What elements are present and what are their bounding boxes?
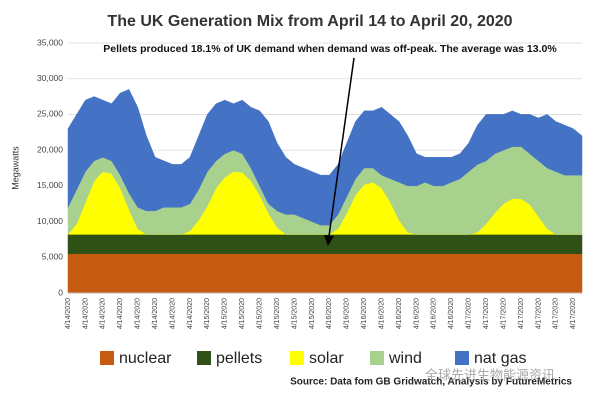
x-tick-label: 4/16/2020	[413, 298, 420, 329]
x-tick-label: 4/14/2020	[117, 298, 124, 329]
x-tick-label: 4/14/2020	[135, 298, 142, 329]
x-tick-label: 4/17/2020	[570, 298, 577, 329]
x-tick-label: 4/15/2020	[309, 298, 316, 329]
legend-swatch	[197, 351, 211, 365]
annotation-arrow	[328, 57, 355, 237]
y-tick-label: 5,000	[42, 252, 64, 262]
x-tick-label: 4/16/2020	[396, 298, 403, 329]
y-tick-label: 15,000	[37, 180, 63, 190]
x-tick-label: 4/16/2020	[378, 298, 385, 329]
legend-label: pellets	[216, 350, 262, 367]
x-tick-label: 4/15/2020	[204, 298, 211, 329]
legend-swatch	[290, 351, 304, 365]
x-tick-label: 4/16/2020	[431, 298, 438, 329]
legend-label: nat gas	[474, 350, 526, 367]
legend-label: nuclear	[119, 350, 172, 367]
area	[67, 89, 583, 226]
legend-swatch	[100, 351, 114, 365]
x-tick-label: 4/17/2020	[483, 298, 490, 329]
x-tick-label: 4/16/2020	[326, 298, 333, 329]
y-tick-label: 25,000	[37, 109, 63, 119]
y-tick-label: 35,000	[37, 37, 63, 47]
x-tick-label: 4/16/2020	[448, 298, 455, 329]
x-tick-label: 4/14/2020	[65, 298, 72, 329]
x-tick-label: 4/15/2020	[222, 298, 229, 329]
x-tick-label: 4/15/2020	[257, 298, 264, 329]
x-tick-label: 4/17/2020	[535, 298, 542, 329]
x-tick-label: 4/17/2020	[553, 298, 560, 329]
x-tick-label: 4/15/2020	[291, 298, 298, 329]
x-tick-label: 4/17/2020	[500, 298, 507, 329]
y-tick-label: 20,000	[37, 144, 63, 154]
x-tick-label: 4/14/2020	[100, 298, 107, 329]
x-tick-label: 4/16/2020	[361, 298, 368, 329]
legend-swatch	[455, 351, 469, 365]
legend-label: wind	[388, 350, 422, 367]
x-tick-label: 4/17/2020	[466, 298, 473, 329]
arrow-head	[324, 235, 334, 246]
plot-area: 0 5,000 10,000 15,000 20,000 25,000 30,000 35,0…	[37, 37, 583, 367]
annotation: Pellets produced 18.1% of UK demand when…	[103, 43, 557, 55]
overlay: Pellets produced 18.1% of UK demand when…	[103, 43, 557, 246]
y-axis-label: Megawatts	[10, 146, 20, 190]
y-tick-label: 10,000	[37, 216, 63, 226]
x-tick-label: 4/15/2020	[239, 298, 246, 329]
x-tick-label: 4/16/2020	[344, 298, 351, 329]
chart-title: The UK Generation Mix from April 14 to A…	[107, 13, 512, 30]
watermark: 全球先进生物能源资讯	[425, 367, 555, 382]
y-tick-label: 0	[58, 287, 63, 297]
x-tick-label: 4/14/2020	[82, 298, 89, 329]
x-tick-label: 4/14/2020	[152, 298, 159, 329]
legend-swatch	[370, 351, 384, 365]
x-tick-label: 4/14/2020	[187, 298, 194, 329]
y-tick-label: 30,000	[37, 73, 63, 83]
legend-label: solar	[309, 350, 344, 367]
source: Source: Data fom GB Gridwatch, Analysis …	[290, 377, 572, 388]
x-tick-label: 4/15/2020	[274, 298, 281, 329]
x-tick-label: 4/14/2020	[169, 298, 176, 329]
x-tick-label: 4/17/2020	[518, 298, 525, 329]
area	[67, 253, 583, 294]
